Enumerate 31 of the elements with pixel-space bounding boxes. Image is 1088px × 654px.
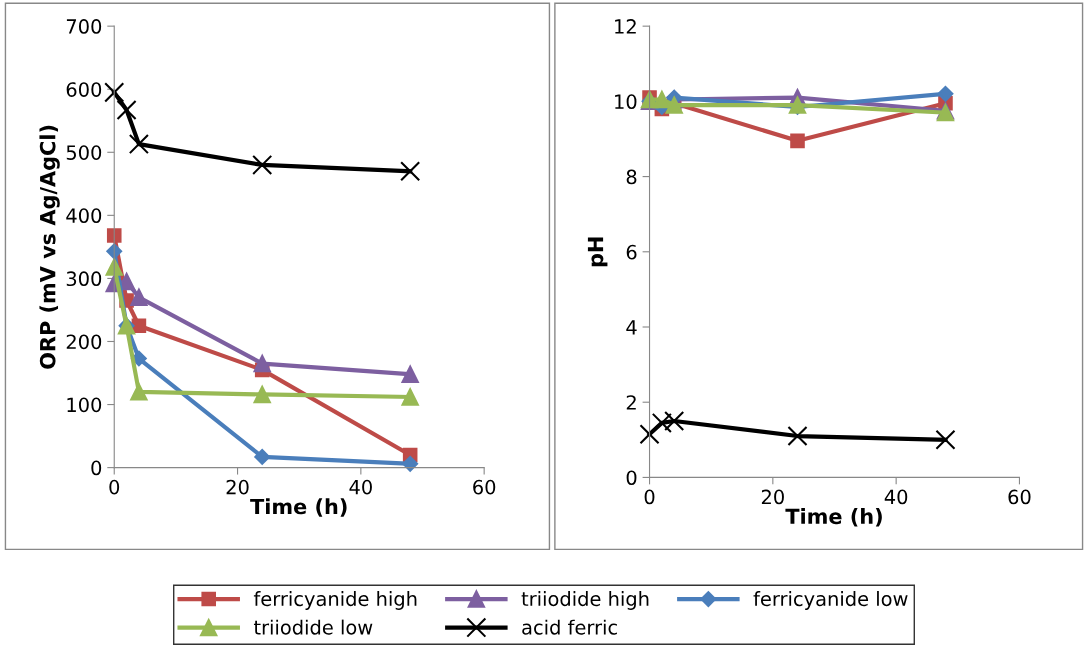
x-tick-label: 0 bbox=[109, 479, 120, 495]
y-tick-label: 2 bbox=[626, 395, 636, 410]
x-tick-label: 20 bbox=[761, 489, 784, 505]
x-tick-label: 20 bbox=[226, 479, 249, 495]
y-tick-label: 600 bbox=[66, 82, 102, 97]
x-tick-label: 40 bbox=[884, 489, 908, 505]
y-tick-label: 0 bbox=[91, 460, 102, 476]
legend-label: triiodide high bbox=[521, 591, 649, 610]
y-tick-label: 200 bbox=[66, 334, 102, 350]
y-tick-label: 12 bbox=[615, 19, 636, 34]
y-tick-label: 100 bbox=[67, 397, 102, 413]
x-axis-title: Time (h) bbox=[785, 508, 882, 527]
legend-label: triiodide low bbox=[253, 619, 373, 635]
y-axis-title: ORP (mV vs Ag/AgCl) bbox=[39, 125, 60, 369]
y-tick-label: 300 bbox=[66, 271, 102, 287]
legend-label: ferricyanide high bbox=[253, 591, 417, 610]
x-axis-title: Time (h) bbox=[250, 498, 347, 517]
y-tick-label: 4 bbox=[626, 320, 637, 335]
y-tick-label: 700 bbox=[66, 19, 102, 34]
x-tick-label: 60 bbox=[473, 479, 496, 495]
legend-label: acid ferric bbox=[522, 619, 617, 635]
x-tick-label: 0 bbox=[644, 489, 655, 505]
y-tick-label: 6 bbox=[626, 244, 637, 260]
y-tick-label: 500 bbox=[66, 145, 102, 160]
x-tick-label: 40 bbox=[349, 479, 372, 495]
y-tick-label: 8 bbox=[626, 169, 637, 185]
x-tick-label: 60 bbox=[1008, 489, 1031, 505]
legend-label: ferricyanide low bbox=[753, 591, 908, 610]
y-tick-label: 400 bbox=[66, 208, 102, 224]
y-axis-title: pH bbox=[587, 237, 608, 267]
y-tick-label: 10 bbox=[615, 94, 637, 110]
